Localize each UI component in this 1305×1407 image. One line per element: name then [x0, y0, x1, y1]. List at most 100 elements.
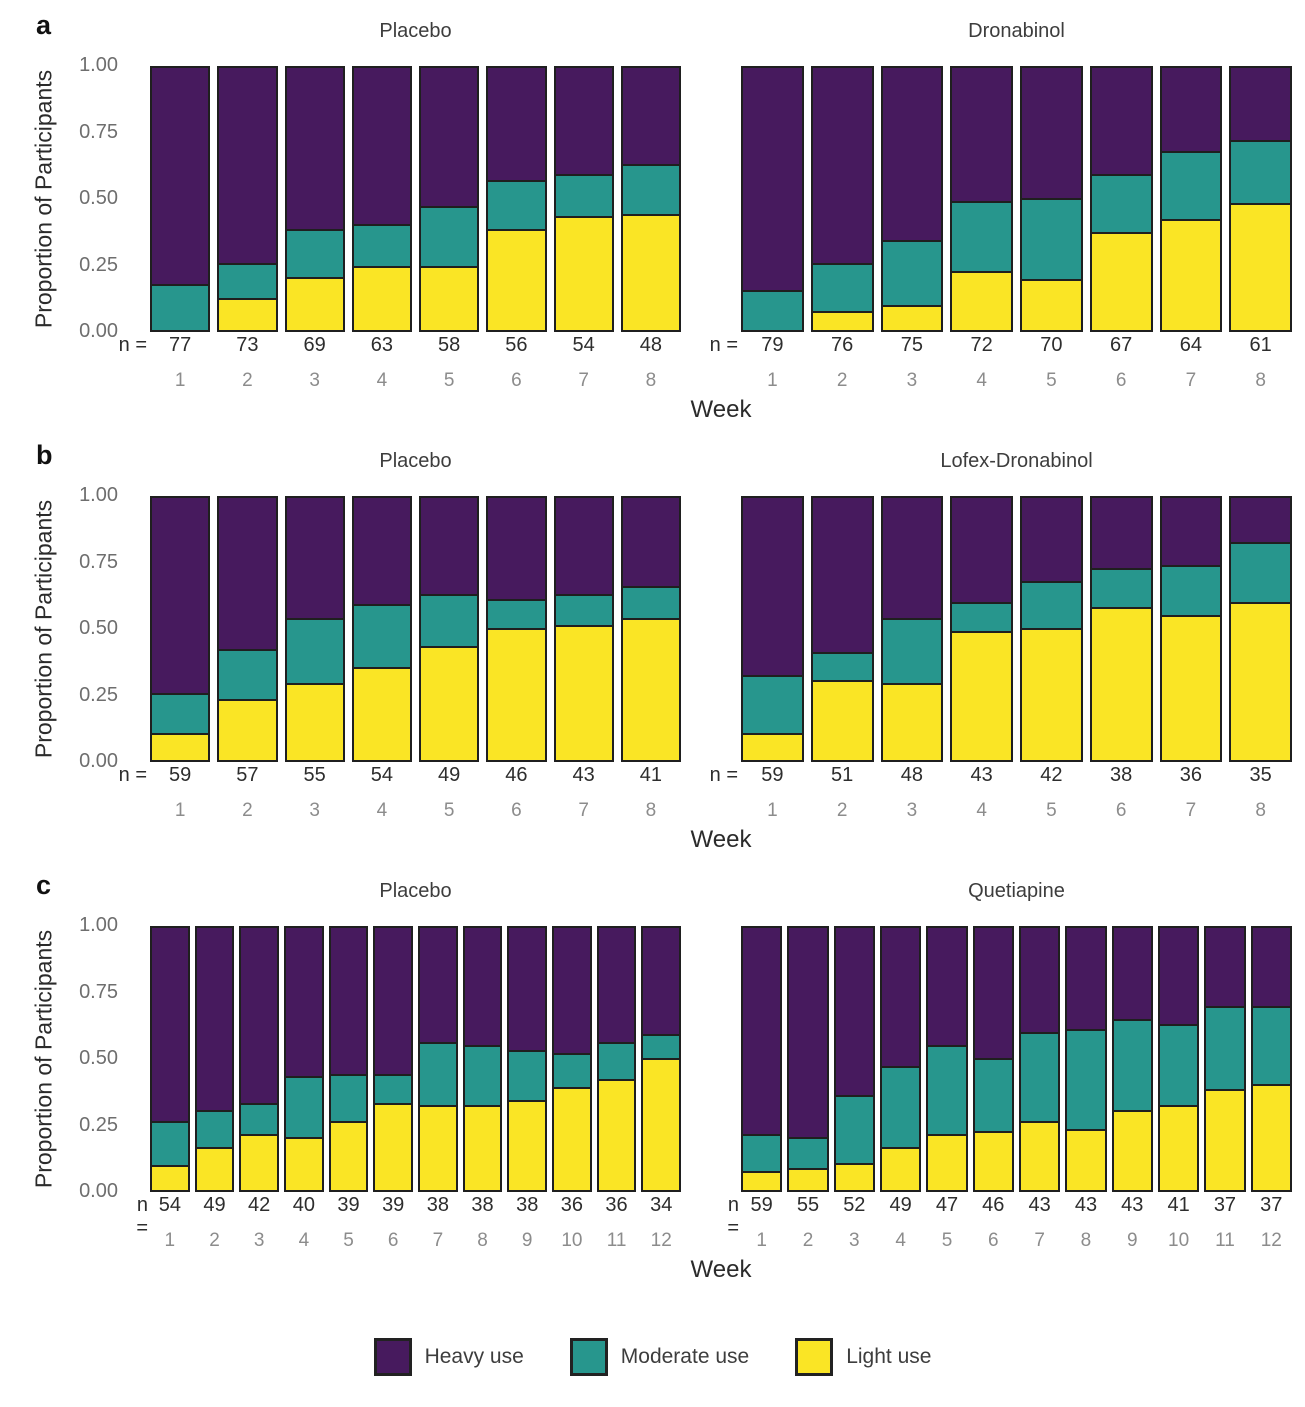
- segment-boundary: [488, 599, 545, 601]
- segment-boundary: [622, 586, 679, 588]
- segment-boundary: [1161, 565, 1221, 567]
- bar-segment-light-use: [420, 1106, 456, 1190]
- week-label: 3: [309, 800, 320, 821]
- bar-segment-heavy-use: [743, 928, 781, 1135]
- bar-segment-moderate-use: [974, 1059, 1012, 1132]
- segment-boundary: [743, 675, 802, 677]
- segment-boundary: [555, 174, 612, 176]
- bar-week-6: [373, 926, 414, 1192]
- n-label: 61: [1249, 334, 1272, 356]
- n-label: 42: [248, 1194, 271, 1216]
- bar-segment-heavy-use: [1067, 928, 1105, 1030]
- bar-segment-moderate-use: [464, 1046, 501, 1106]
- bar-week-7: [418, 926, 458, 1192]
- bar-week-5: [926, 926, 968, 1192]
- y-axis-title-text: Proportion of Participants: [30, 69, 57, 329]
- segment-boundary: [286, 229, 343, 231]
- bar-week-8: [620, 496, 681, 762]
- segment-boundary: [1159, 1105, 1198, 1107]
- n-label: 35: [1249, 764, 1272, 786]
- segment-boundary: [1022, 581, 1081, 583]
- bar-week-6: [1089, 496, 1153, 762]
- bar-week-3: [284, 66, 345, 332]
- bar-week-4: [351, 496, 412, 762]
- segment-boundary: [464, 1045, 501, 1047]
- bar-segment-moderate-use: [1252, 1007, 1290, 1085]
- segment-boundary: [1067, 1129, 1105, 1131]
- bar-segment-moderate-use: [622, 165, 679, 215]
- bar-segment-moderate-use: [928, 1046, 966, 1135]
- segment-boundary: [420, 1105, 456, 1107]
- bar-segment-moderate-use: [598, 1043, 635, 1080]
- week-label: 6: [1115, 370, 1127, 391]
- segment-boundary: [622, 618, 679, 620]
- bar-segment-heavy-use: [952, 68, 1011, 202]
- segment-boundary: [488, 628, 545, 630]
- n-label: 52: [843, 1194, 866, 1216]
- bar-segment-heavy-use: [1159, 928, 1198, 1025]
- segment-boundary: [881, 1147, 920, 1149]
- n-label: 59: [169, 764, 192, 786]
- bar-segment-heavy-use: [219, 498, 276, 650]
- y-tick-label: 1.00: [79, 484, 118, 506]
- x-axis-title: Week: [690, 396, 752, 423]
- n-label: 41: [639, 764, 662, 786]
- n-label: 57: [236, 764, 259, 786]
- segment-boundary: [152, 733, 209, 735]
- week-label: 3: [309, 370, 320, 391]
- segment-boundary: [353, 224, 410, 226]
- n-label: 54: [370, 764, 393, 786]
- bar-week-7: [1159, 66, 1223, 332]
- week-row: 1 2 3 4 5 6 7 8: [741, 370, 1292, 392]
- segment-boundary: [353, 604, 410, 606]
- bar-week-6: [1089, 66, 1153, 332]
- segment-boundary: [1231, 140, 1290, 142]
- segment-boundary: [789, 1168, 827, 1170]
- n-label: 79: [761, 334, 784, 356]
- segment-boundary: [286, 1076, 322, 1078]
- segment-boundary: [743, 733, 802, 735]
- n-label: 67: [1110, 334, 1133, 356]
- n-label: 72: [970, 334, 993, 356]
- n-label: 69: [303, 334, 326, 356]
- bar-segment-moderate-use: [353, 605, 410, 668]
- n-prefix: n =: [709, 764, 738, 786]
- bar-segment-light-use: [743, 1172, 781, 1190]
- bar-segment-moderate-use: [555, 175, 612, 217]
- bar-segment-heavy-use: [812, 498, 872, 653]
- bar-segment-light-use: [812, 681, 872, 760]
- bar-segment-moderate-use: [881, 1067, 920, 1148]
- segment-boundary: [1206, 1089, 1244, 1091]
- bar-week-3: [880, 496, 944, 762]
- bar-segment-light-use: [1022, 629, 1081, 760]
- bar-week-2: [810, 496, 874, 762]
- week-label: 7: [578, 370, 589, 391]
- n-label: 47: [935, 1194, 959, 1216]
- bar-segment-heavy-use: [1020, 928, 1059, 1033]
- n-label: 38: [1110, 764, 1133, 786]
- week-label: 7: [1185, 800, 1197, 821]
- segment-boundary: [421, 646, 478, 648]
- n-row: n = 59 57 55 54 49 46 43 41: [119, 764, 681, 787]
- bar-segment-moderate-use: [241, 1104, 278, 1135]
- segment-boundary: [1231, 542, 1290, 544]
- legend-swatch-light-use: [795, 1338, 834, 1376]
- segment-boundary: [1252, 1084, 1290, 1086]
- segment-boundary: [812, 263, 872, 265]
- n-label: 77: [169, 334, 192, 356]
- segment-boundary: [622, 214, 679, 216]
- week-label: 12: [650, 1230, 672, 1251]
- n-prefix: n =: [727, 1194, 739, 1239]
- bar-segment-heavy-use: [928, 928, 966, 1046]
- bar-segment-moderate-use: [1113, 1020, 1151, 1111]
- bar-segment-heavy-use: [152, 498, 209, 694]
- segment-boundary: [1091, 232, 1151, 234]
- n-label: 36: [605, 1194, 628, 1216]
- y-tick-label: 0.50: [79, 617, 118, 639]
- bar-segment-heavy-use: [1252, 928, 1290, 1007]
- week-label: 12: [1260, 1230, 1282, 1251]
- segment-boundary: [812, 680, 872, 682]
- n-label: 39: [382, 1194, 405, 1216]
- bar-segment-light-use: [1022, 280, 1081, 330]
- week-row: 1 2 3 4 5 6 7 8 9 10 11 12: [741, 1230, 1292, 1252]
